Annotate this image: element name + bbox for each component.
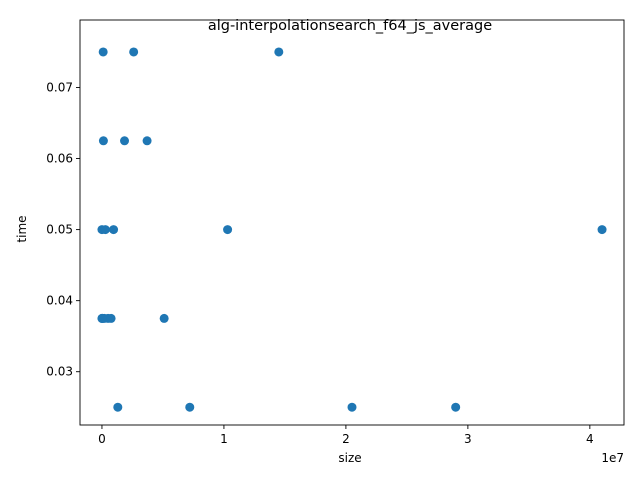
x-axis-label: size — [338, 451, 361, 465]
data-point — [98, 136, 108, 146]
data-point — [129, 47, 139, 57]
x-tick-label: 0 — [98, 432, 106, 446]
x-tick-label: 3 — [464, 432, 472, 446]
y-tick-label: 0.05 — [46, 223, 73, 237]
x-tick-label: 4 — [586, 432, 594, 446]
data-point — [113, 402, 123, 412]
data-point — [185, 402, 195, 412]
data-point — [347, 402, 357, 412]
data-point — [159, 313, 169, 323]
data-point — [109, 225, 119, 235]
data-point — [597, 225, 607, 235]
data-points — [97, 47, 607, 412]
data-point — [274, 47, 284, 57]
y-tick-label: 0.06 — [46, 152, 73, 166]
y-tick-label: 0.03 — [46, 365, 73, 379]
x-tick-label: 2 — [342, 432, 350, 446]
data-point — [223, 225, 233, 235]
y-tick-label: 0.04 — [46, 294, 73, 308]
data-point — [100, 225, 110, 235]
plot-area: 0 1 2 3 4 0.03 0.04 0.05 0.06 0.07 — [46, 19, 625, 446]
y-axis: 0.03 0.04 0.05 0.06 0.07 — [46, 81, 80, 379]
x-tick-label: 1 — [220, 432, 228, 446]
data-point — [106, 313, 116, 323]
data-point — [120, 136, 130, 146]
y-axis-label: time — [15, 215, 29, 242]
plot-frame — [79, 19, 625, 426]
chart-title: alg-interpolationsearch_f64_js_average — [208, 18, 492, 34]
data-point — [98, 47, 108, 57]
y-tick-label: 0.07 — [46, 81, 73, 95]
data-point — [451, 402, 461, 412]
data-point — [142, 136, 152, 146]
x-axis: 0 1 2 3 4 — [98, 425, 594, 446]
x-axis-offset-label: 1e7 — [601, 451, 624, 465]
